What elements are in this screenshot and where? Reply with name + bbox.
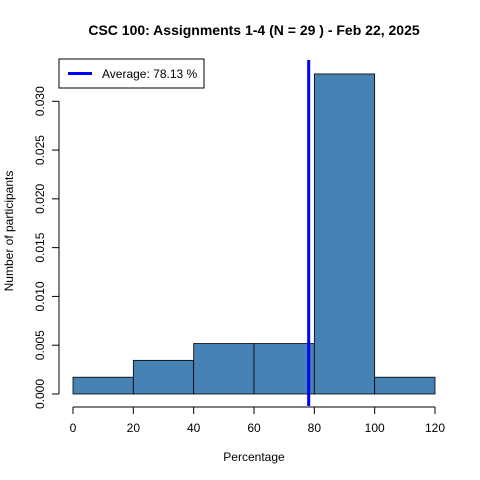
histogram-bar (132, 359, 195, 395)
histogram-bar (374, 376, 436, 395)
y-tick-label: 0.000 (33, 379, 47, 409)
x-tick-label: 80 (308, 421, 322, 435)
y-tick-label: 0.030 (33, 86, 47, 116)
x-axis-label: Percentage (223, 450, 285, 464)
x-tick-label: 20 (127, 421, 141, 435)
x-axis: 0 20 40 60 80 100 120 (70, 406, 445, 435)
legend: Average: 78.13 % (58, 58, 205, 89)
histogram-bar (72, 376, 134, 395)
legend-average-label: Average: 78.13 % (102, 67, 198, 81)
x-tick-label: 120 (425, 421, 445, 435)
y-tick-label: 0.025 (33, 135, 47, 165)
x-tick-label: 40 (187, 421, 201, 435)
y-tick-label: 0.015 (33, 232, 47, 262)
histogram-bar (193, 343, 255, 395)
y-tick-label: 0.020 (33, 184, 47, 214)
chart-title: CSC 100: Assignments 1-4 (N = 29 ) - Feb… (88, 22, 420, 38)
y-axis-label: Number of participants (2, 171, 16, 292)
x-tick-label: 100 (365, 421, 385, 435)
y-tick-label: 0.010 (33, 281, 47, 311)
y-tick-label: 0.005 (33, 330, 47, 360)
x-tick-label: 0 (70, 421, 77, 435)
histogram-bar (313, 73, 376, 395)
bars-layer (72, 73, 436, 395)
histogram-bar (253, 343, 315, 395)
y-axis: 0.000 0.005 0.010 0.015 0.020 0.025 0.030 (33, 86, 60, 409)
x-tick-label: 60 (247, 421, 261, 435)
